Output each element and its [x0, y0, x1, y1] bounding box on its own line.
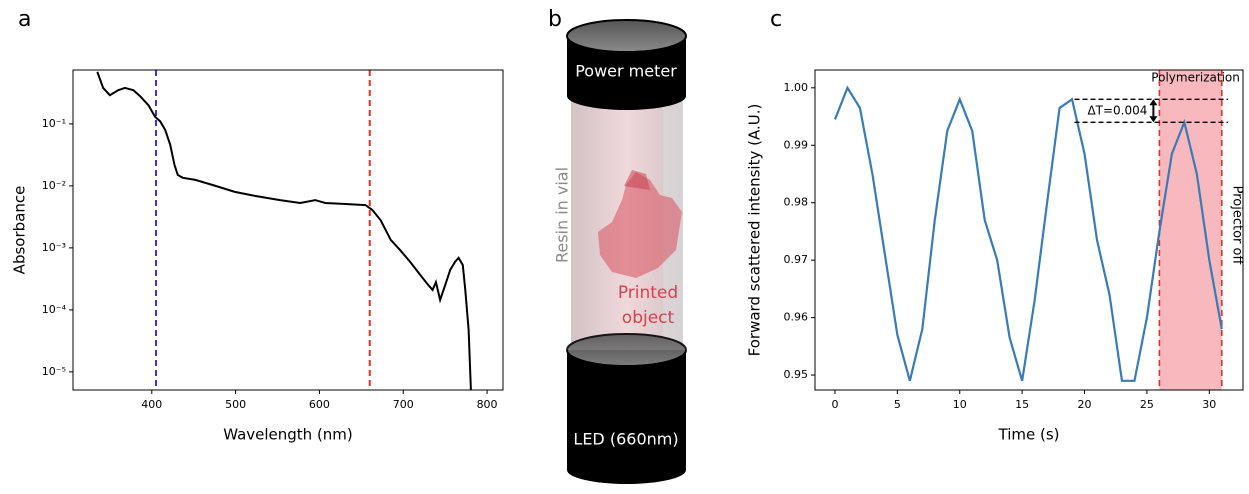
span [1159, 70, 1222, 390]
power-meter-base [567, 82, 686, 110]
x-tick-label: 800 [477, 398, 498, 411]
power-meter-cap [566, 19, 687, 53]
led-cap [566, 333, 687, 367]
led-body [567, 350, 686, 470]
data-line [833, 85, 1223, 382]
x-tick-label: 20 [1078, 398, 1092, 411]
span-label: Polymerization [1151, 71, 1240, 85]
panel-label: b [548, 7, 562, 32]
y-tick-label: 10⁻⁵ [42, 365, 66, 378]
power-meter-label: Power meter [575, 62, 677, 81]
led-label: LED (660nm) [573, 430, 678, 449]
x-tick-label: 400 [141, 398, 162, 411]
object-label: object [622, 308, 675, 328]
plot: a 400 500 600 700 800 10⁻⁵ 10⁻⁴ 10⁻³ 10⁻² 10⁻¹ Wave… [11, 7, 504, 444]
x-tick-label: 600 [309, 398, 330, 411]
x-tick-label: 0 [831, 398, 838, 411]
span-right-label: Projector off [1230, 186, 1245, 266]
y-tick-label: 0.96 [784, 311, 809, 324]
x-tick-label: 15 [1015, 398, 1029, 411]
data-line [96, 71, 472, 390]
y-tick-label: 0.95 [784, 368, 809, 381]
x-tick-label: 25 [1140, 398, 1154, 411]
x-tick-label: 700 [393, 398, 414, 411]
y-tick-label: 0.97 [784, 253, 809, 266]
plot-area [833, 70, 1223, 390]
x-tick-label: 5 [894, 398, 901, 411]
y-axis-label: Absorbance [11, 186, 29, 275]
y-axis-label: Forward scattered intensity (A.U.) [746, 104, 764, 357]
vial-label: Resin in vial [553, 167, 572, 263]
arrow-head [1149, 99, 1158, 123]
x-tick-label: 500 [225, 398, 246, 411]
y-tick-label: 0.99 [784, 138, 809, 151]
panel-label: a [18, 7, 31, 32]
object-label: Printed [618, 283, 678, 303]
diagram: b Power meter Resin in vial Printed obje… [548, 7, 687, 484]
axes-frame [72, 69, 504, 391]
printed-object [598, 172, 682, 278]
object-cabin [624, 170, 650, 190]
y-tick-label: 10⁻¹ [42, 117, 66, 130]
plot: c ΔT=0.004 Polymerization Projector off 0 5 10… [746, 7, 1245, 444]
x-axis-label: Wavelength (nm) [223, 426, 353, 444]
plot-area [96, 70, 472, 390]
axes-frame [814, 69, 1244, 391]
y-tick-label: 10⁻⁴ [42, 303, 67, 316]
y-tick-label: 10⁻³ [42, 241, 66, 254]
y-tick-label: 0.98 [784, 196, 809, 209]
annotation: ΔT=0.004 [1087, 103, 1147, 117]
y-tick-label: 1.00 [784, 81, 809, 94]
x-tick-label: 10 [953, 398, 967, 411]
y-tick-label: 10⁻² [42, 179, 66, 192]
led-base [567, 456, 686, 484]
panel-label: c [770, 7, 782, 32]
x-axis-label: Time (s) [998, 426, 1060, 444]
x-tick-label: 30 [1202, 398, 1216, 411]
